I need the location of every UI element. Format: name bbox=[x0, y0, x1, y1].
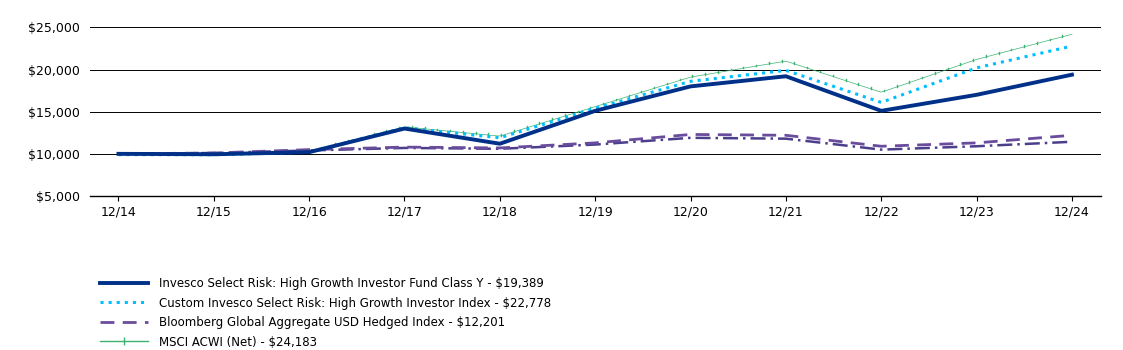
Bloomberg U.S. Aggregate Bond Index - $11,432 bbox=[398, 146, 411, 150]
Line: Invesco Select Risk: High Growth Investor Fund Class Y - $19,389: Invesco Select Risk: High Growth Investo… bbox=[118, 75, 1072, 154]
Invesco Select Risk: High Growth Investor Fund Class Y - $19,389: (0, 1e+04): High Growth Investor Fund Class Y - $19,… bbox=[111, 152, 125, 156]
Invesco Select Risk: High Growth Investor Fund Class Y - $19,389: (4, 1.12e+04): High Growth Investor Fund Class Y - $19,… bbox=[493, 142, 506, 146]
Custom Invesco Select Risk: High Growth Investor Index - $22,778: (6, 1.86e+04): High Growth Investor Index - $22,778: (6… bbox=[684, 79, 697, 83]
Bloomberg U.S. Aggregate Bond Index - $11,432 bbox=[302, 148, 316, 153]
Line: Custom Invesco Select Risk: High Growth Investor Index - $22,778: Custom Invesco Select Risk: High Growth … bbox=[118, 46, 1072, 155]
Invesco Select Risk: High Growth Investor Fund Class Y - $19,389: (8, 1.51e+04): High Growth Investor Fund Class Y - $19,… bbox=[875, 109, 888, 113]
Invesco Select Risk: High Growth Investor Fund Class Y - $19,389: (6, 1.8e+04): High Growth Investor Fund Class Y - $19,… bbox=[684, 84, 697, 89]
Invesco Select Risk: High Growth Investor Fund Class Y - $19,389: (7, 1.92e+04): High Growth Investor Fund Class Y - $19,… bbox=[779, 74, 793, 78]
Custom Invesco Select Risk: High Growth Investor Index - $22,778: (8, 1.61e+04): High Growth Investor Index - $22,778: (8… bbox=[875, 100, 888, 105]
Custom Invesco Select Risk: High Growth Investor Index - $22,778: (9, 2.02e+04): High Growth Investor Index - $22,778: (9… bbox=[970, 66, 984, 70]
Bloomberg U.S. Aggregate Bond Index - $11,432 bbox=[684, 136, 697, 140]
Legend: Invesco Select Risk: High Growth Investor Fund Class Y - $19,389, Custom Invesco: Invesco Select Risk: High Growth Investo… bbox=[95, 272, 556, 350]
Bloomberg U.S. Aggregate Bond Index - $11,432 bbox=[207, 151, 220, 155]
Custom Invesco Select Risk: High Growth Investor Index - $22,778: (2, 1.02e+04): High Growth Investor Index - $22,778: (2… bbox=[302, 150, 316, 154]
Custom Invesco Select Risk: High Growth Investor Index - $22,778: (4, 1.19e+04): High Growth Investor Index - $22,778: (4… bbox=[493, 136, 506, 140]
Bloomberg U.S. Aggregate Bond Index - $11,432 bbox=[875, 148, 888, 152]
Bloomberg U.S. Aggregate Bond Index - $11,432 bbox=[493, 147, 506, 151]
Invesco Select Risk: High Growth Investor Fund Class Y - $19,389: (9, 1.7e+04): High Growth Investor Fund Class Y - $19,… bbox=[970, 93, 984, 97]
Custom Invesco Select Risk: High Growth Investor Index - $22,778: (1, 9.9e+03): High Growth Investor Index - $22,778: (1… bbox=[207, 153, 220, 157]
Invesco Select Risk: High Growth Investor Fund Class Y - $19,389: (5, 1.51e+04): High Growth Investor Fund Class Y - $19,… bbox=[588, 109, 602, 113]
Custom Invesco Select Risk: High Growth Investor Index - $22,778: (3, 1.31e+04): High Growth Investor Index - $22,778: (3… bbox=[398, 126, 411, 130]
Bloomberg U.S. Aggregate Bond Index - $11,432 bbox=[779, 136, 793, 141]
Custom Invesco Select Risk: High Growth Investor Index - $22,778: (5, 1.54e+04): High Growth Investor Index - $22,778: (5… bbox=[588, 106, 602, 110]
Bloomberg U.S. Aggregate Bond Index - $11,432 bbox=[111, 152, 125, 156]
Invesco Select Risk: High Growth Investor Fund Class Y - $19,389: (3, 1.3e+04): High Growth Investor Fund Class Y - $19,… bbox=[398, 126, 411, 131]
Bloomberg Global Aggregate USD Hedged Index - $12,201 bbox=[493, 146, 506, 150]
Invesco Select Risk: High Growth Investor Fund Class Y - $19,389: (1, 9.95e+03): High Growth Investor Fund Class Y - $19,… bbox=[207, 152, 220, 156]
Line: Bloomberg Global Aggregate USD Hedged Index - $12,201: Bloomberg Global Aggregate USD Hedged In… bbox=[118, 134, 1072, 154]
Bloomberg Global Aggregate USD Hedged Index - $12,201 bbox=[1066, 133, 1079, 138]
Bloomberg U.S. Aggregate Bond Index - $11,432 bbox=[588, 142, 602, 147]
Bloomberg Global Aggregate USD Hedged Index - $12,201 bbox=[111, 152, 125, 156]
Custom Invesco Select Risk: High Growth Investor Index - $22,778: (10, 2.28e+04): High Growth Investor Index - $22,778: (1… bbox=[1066, 44, 1079, 48]
Bloomberg U.S. Aggregate Bond Index - $11,432 bbox=[970, 144, 984, 148]
Invesco Select Risk: High Growth Investor Fund Class Y - $19,389: (10, 1.94e+04): High Growth Investor Fund Class Y - $19,… bbox=[1066, 72, 1079, 77]
Line: Bloomberg U.S. Aggregate Bond Index - $11,432: Bloomberg U.S. Aggregate Bond Index - $1… bbox=[118, 138, 1072, 154]
Bloomberg Global Aggregate USD Hedged Index - $12,201 bbox=[588, 141, 602, 145]
Invesco Select Risk: High Growth Investor Fund Class Y - $19,389: (2, 1.02e+04): High Growth Investor Fund Class Y - $19,… bbox=[302, 150, 316, 154]
Custom Invesco Select Risk: High Growth Investor Index - $22,778: (0, 9.9e+03): High Growth Investor Index - $22,778: (0… bbox=[111, 153, 125, 157]
Bloomberg Global Aggregate USD Hedged Index - $12,201 bbox=[779, 133, 793, 138]
Bloomberg Global Aggregate USD Hedged Index - $12,201 bbox=[207, 151, 220, 155]
Bloomberg Global Aggregate USD Hedged Index - $12,201 bbox=[684, 132, 697, 137]
Bloomberg U.S. Aggregate Bond Index - $11,432 bbox=[1066, 140, 1079, 144]
Custom Invesco Select Risk: High Growth Investor Index - $22,778: (7, 1.99e+04): High Growth Investor Index - $22,778: (7… bbox=[779, 68, 793, 72]
Bloomberg Global Aggregate USD Hedged Index - $12,201 bbox=[875, 144, 888, 148]
Bloomberg Global Aggregate USD Hedged Index - $12,201 bbox=[302, 148, 316, 152]
Bloomberg Global Aggregate USD Hedged Index - $12,201 bbox=[970, 141, 984, 145]
Bloomberg Global Aggregate USD Hedged Index - $12,201 bbox=[398, 145, 411, 149]
